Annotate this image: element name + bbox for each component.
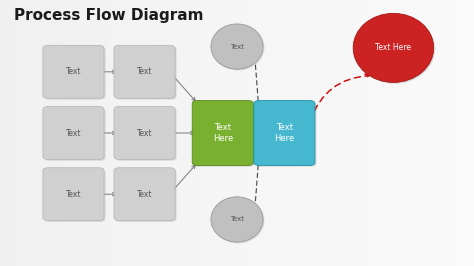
- Ellipse shape: [212, 25, 264, 70]
- Text: Text: Text: [66, 190, 81, 199]
- Text: Text: Text: [137, 67, 152, 76]
- Text: Text: Text: [137, 128, 152, 138]
- Ellipse shape: [355, 15, 435, 84]
- Ellipse shape: [211, 24, 263, 69]
- FancyBboxPatch shape: [45, 47, 106, 100]
- Text: Text Here: Text Here: [375, 43, 411, 52]
- FancyBboxPatch shape: [45, 169, 106, 222]
- Ellipse shape: [353, 13, 434, 82]
- FancyBboxPatch shape: [45, 108, 106, 161]
- Text: Process Flow Diagram: Process Flow Diagram: [14, 8, 204, 23]
- Text: Text: Text: [230, 217, 244, 222]
- FancyBboxPatch shape: [114, 168, 175, 221]
- FancyBboxPatch shape: [43, 168, 104, 221]
- Text: Text
Here: Text Here: [213, 123, 233, 143]
- FancyBboxPatch shape: [254, 101, 315, 165]
- Text: Text: Text: [66, 128, 81, 138]
- Text: Text: Text: [66, 67, 81, 76]
- FancyBboxPatch shape: [192, 101, 253, 165]
- FancyBboxPatch shape: [255, 102, 316, 167]
- FancyBboxPatch shape: [43, 107, 104, 160]
- FancyBboxPatch shape: [193, 102, 255, 167]
- FancyBboxPatch shape: [115, 169, 176, 222]
- FancyBboxPatch shape: [114, 107, 175, 160]
- Text: Text: Text: [137, 190, 152, 199]
- Text: Text
Here: Text Here: [274, 123, 294, 143]
- Text: Text: Text: [230, 44, 244, 49]
- FancyBboxPatch shape: [43, 45, 104, 98]
- Ellipse shape: [212, 198, 264, 243]
- FancyBboxPatch shape: [114, 45, 175, 98]
- FancyBboxPatch shape: [115, 108, 176, 161]
- FancyBboxPatch shape: [115, 47, 176, 100]
- Ellipse shape: [211, 197, 263, 242]
